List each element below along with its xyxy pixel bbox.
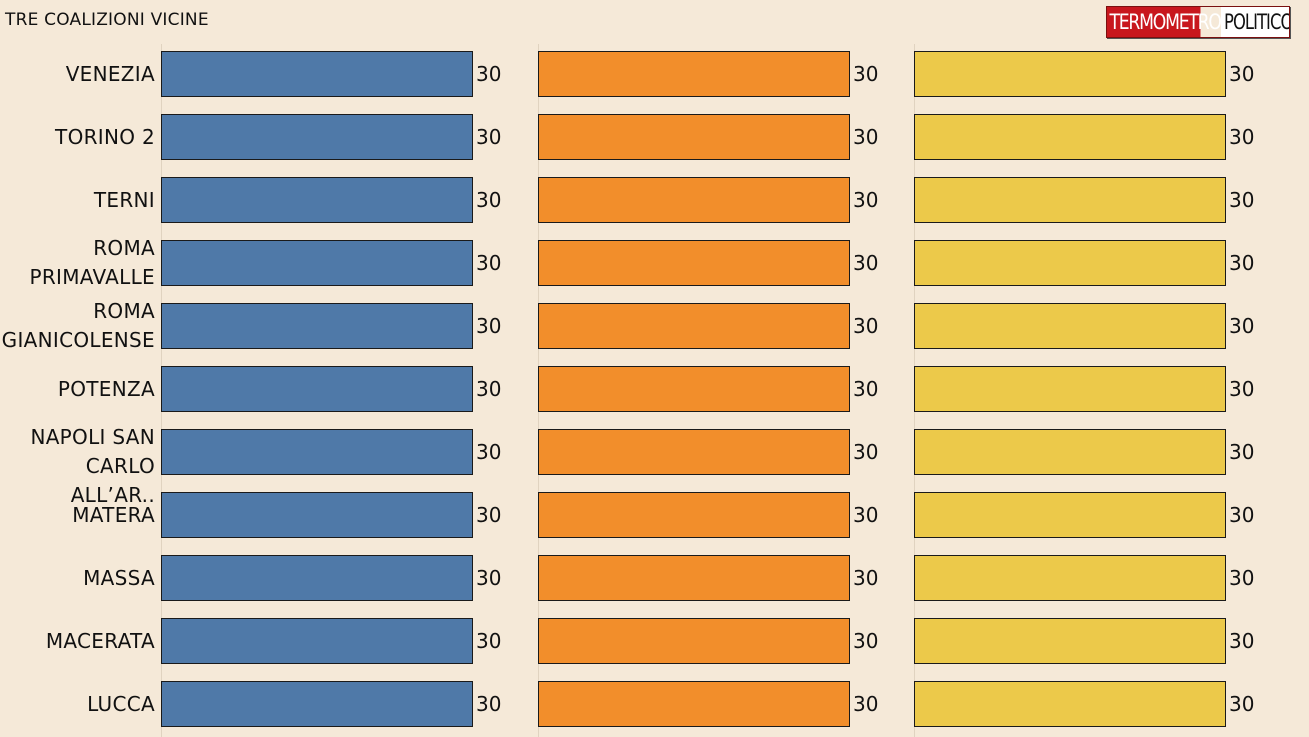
bar-series-1[interactable] — [161, 618, 473, 664]
data-label: 30 — [1229, 125, 1255, 149]
bar-series-2[interactable] — [538, 51, 850, 97]
data-label: 30 — [1229, 440, 1255, 464]
logo-white-part: POLITICO — [1221, 7, 1289, 37]
bar-series-2[interactable] — [538, 555, 850, 601]
chart-header: TRE COALIZIONI VICINE TERMOMETRO POLITIC… — [0, 0, 1309, 40]
row-label: ROMA PRIMAVALLE — [29, 236, 155, 289]
data-label: 30 — [1229, 566, 1255, 590]
data-label: 30 — [1229, 188, 1255, 212]
data-label: 30 — [1229, 251, 1255, 275]
data-label: 30 — [853, 566, 879, 590]
bar-series-1[interactable] — [161, 177, 473, 223]
data-label: 30 — [476, 188, 502, 212]
bar-series-2[interactable] — [538, 618, 850, 664]
logo-red-part: TERMOMETRO — [1107, 7, 1222, 37]
data-label: 30 — [1229, 377, 1255, 401]
data-label: 30 — [853, 377, 879, 401]
bar-series-3[interactable] — [914, 681, 1226, 727]
bar-series-2[interactable] — [538, 492, 850, 538]
bar-series-1[interactable] — [161, 303, 473, 349]
data-label: 30 — [853, 440, 879, 464]
data-label: 30 — [476, 629, 502, 653]
row-label: MASSA — [83, 565, 155, 590]
data-label: 30 — [1229, 314, 1255, 338]
data-label: 30 — [476, 377, 502, 401]
data-label: 30 — [853, 629, 879, 653]
bar-series-1[interactable] — [161, 492, 473, 538]
data-label: 30 — [853, 125, 879, 149]
bar-series-3[interactable] — [914, 303, 1226, 349]
data-label: 30 — [476, 314, 502, 338]
row-label: VENEZIA — [65, 61, 155, 86]
data-label: 30 — [1229, 629, 1255, 653]
bar-series-3[interactable] — [914, 51, 1226, 97]
bar-series-3[interactable] — [914, 555, 1226, 601]
data-label: 30 — [476, 125, 502, 149]
bar-series-3[interactable] — [914, 114, 1226, 160]
bar-series-1[interactable] — [161, 681, 473, 727]
bar-series-3[interactable] — [914, 429, 1226, 475]
data-label: 30 — [853, 503, 879, 527]
data-label: 30 — [476, 251, 502, 275]
data-label: 30 — [853, 251, 879, 275]
bar-series-3[interactable] — [914, 618, 1226, 664]
bar-series-3[interactable] — [914, 366, 1226, 412]
bar-series-2[interactable] — [538, 114, 850, 160]
row-label: ROMA GIANICOLENSE — [1, 299, 155, 352]
row-label: MATERA — [72, 502, 155, 527]
termometro-politico-logo[interactable]: TERMOMETRO POLITICO — [1106, 6, 1290, 38]
data-label: 30 — [476, 503, 502, 527]
bar-series-2[interactable] — [538, 177, 850, 223]
data-label: 30 — [1229, 692, 1255, 716]
bar-series-2[interactable] — [538, 366, 850, 412]
data-label: 30 — [476, 566, 502, 590]
bar-series-1[interactable] — [161, 240, 473, 286]
row-label: LUCCA — [87, 691, 155, 716]
bar-series-3[interactable] — [914, 492, 1226, 538]
data-label: 30 — [1229, 503, 1255, 527]
bar-series-1[interactable] — [161, 429, 473, 475]
bar-series-2[interactable] — [538, 303, 850, 349]
data-label: 30 — [1229, 62, 1255, 86]
data-label: 30 — [853, 188, 879, 212]
bar-series-1[interactable] — [161, 51, 473, 97]
bar-series-1[interactable] — [161, 114, 473, 160]
row-label: TORINO 2 — [55, 124, 155, 149]
row-label: NAPOLI SAN CARLO ALL’AR.. — [30, 425, 155, 507]
bar-series-1[interactable] — [161, 366, 473, 412]
bar-series-2[interactable] — [538, 681, 850, 727]
data-label: 30 — [853, 62, 879, 86]
data-label: 30 — [476, 692, 502, 716]
row-label: MACERATA — [45, 628, 155, 653]
data-label: 30 — [476, 440, 502, 464]
chart-title: TRE COALIZIONI VICINE — [5, 10, 209, 30]
row-label: POTENZA — [57, 376, 155, 401]
bar-series-3[interactable] — [914, 177, 1226, 223]
bar-series-2[interactable] — [538, 240, 850, 286]
bar-series-3[interactable] — [914, 240, 1226, 286]
data-label: 30 — [853, 314, 879, 338]
bar-series-2[interactable] — [538, 429, 850, 475]
row-label: TERNI — [93, 187, 155, 212]
bar-series-1[interactable] — [161, 555, 473, 601]
data-label: 30 — [853, 692, 879, 716]
data-label: 30 — [476, 62, 502, 86]
